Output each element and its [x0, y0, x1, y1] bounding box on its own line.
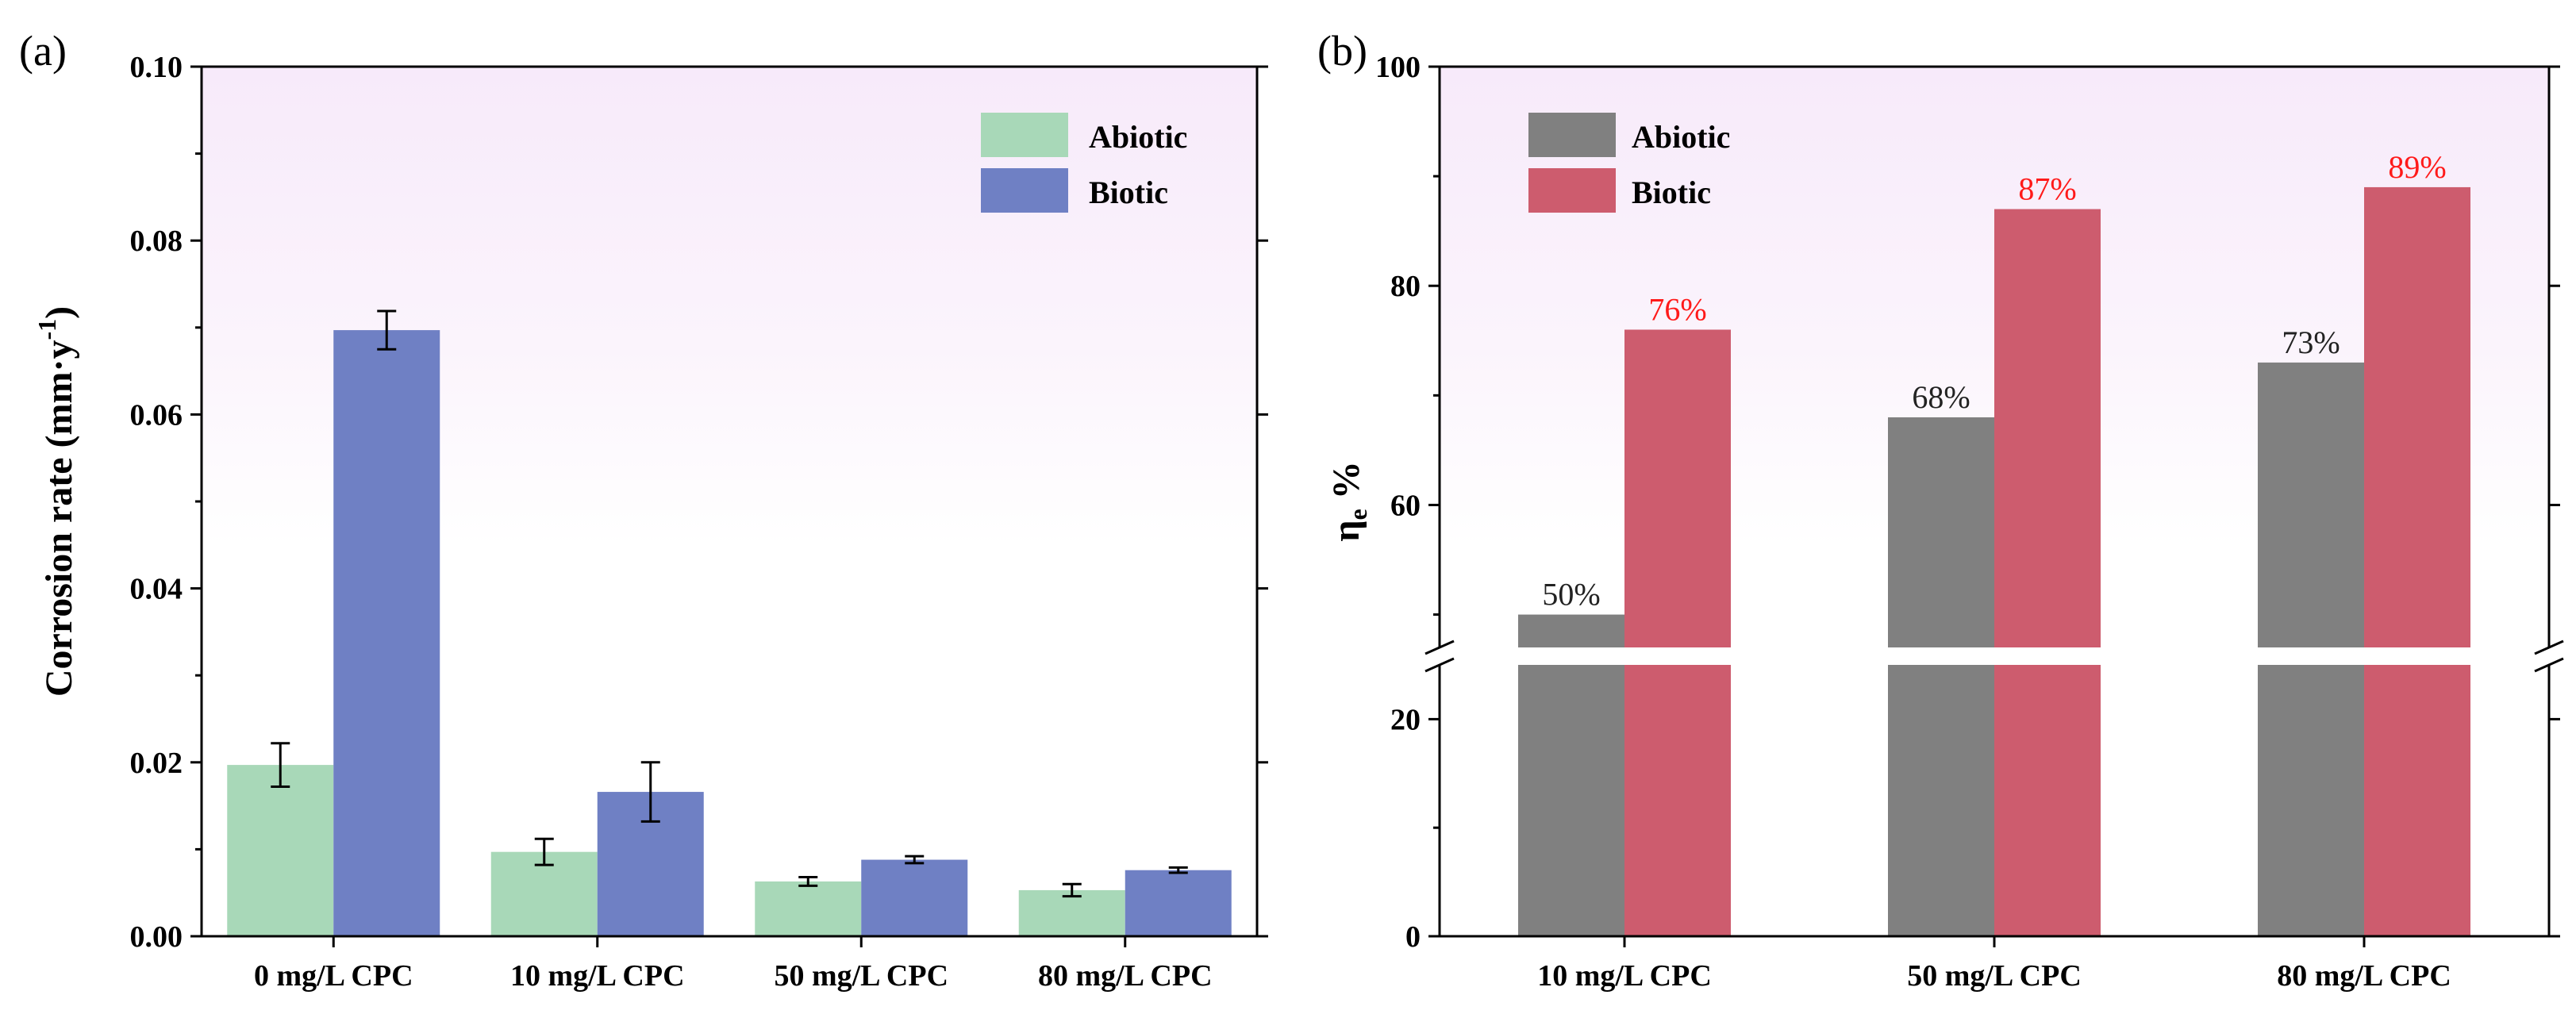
legend-a-abiotic-swatch	[981, 113, 1068, 157]
panel-b-data-label: 76%	[1648, 291, 1706, 327]
legend-a-abiotic-label: Abiotic	[1089, 119, 1187, 155]
panel-b-data-label: 89%	[2388, 149, 2446, 185]
panel-a-legend: Abiotic Biotic	[981, 113, 1187, 213]
panel-b-x-tick-label: 50 mg/L CPC	[1907, 959, 2082, 993]
panel-a: (a) 0.00 0.02 0.04 0.06 0.08 0.10 0 mg/L CPC 1…	[19, 27, 1268, 993]
panel-a-y-axis-label: Corrosion rate (mm·y-1)	[33, 306, 80, 697]
panel-b-data-label: 87%	[2018, 171, 2076, 207]
panel-b-axis-break-gap	[1421, 647, 2563, 665]
panel-a-y-tick-label: 0.00	[130, 920, 183, 954]
panel-b-data-label: 73%	[2282, 325, 2340, 360]
legend-a-biotic-swatch	[981, 168, 1068, 213]
panel-a-y-tick-label: 0.08	[130, 225, 183, 258]
panel-b-data-label: 68%	[1912, 379, 1970, 415]
panel-b-y-tick-label: 80	[1390, 270, 1421, 303]
panel-a-bar-abiotic	[755, 881, 862, 936]
panel-a-x-tick-label: 50 mg/L CPC	[774, 959, 948, 993]
panel-b-label: (b)	[1317, 27, 1367, 75]
panel-b-data-label: 50%	[1542, 577, 1600, 613]
panel-a-bar-biotic	[1125, 870, 1232, 936]
panel-b-break-mark-left-2	[1424, 657, 1455, 673]
panel-a-bar-abiotic	[227, 765, 334, 936]
panel-a-y-tick-label: 0.06	[130, 398, 183, 432]
panel-a-x-tick-label: 0 mg/L CPC	[254, 959, 413, 993]
panel-b-bar-abiotic	[1888, 417, 1994, 936]
panel-b-bar-biotic	[1994, 209, 2101, 936]
panel-b-break-mark-right-2	[2534, 657, 2564, 673]
panel-b-y-tick-label: 0	[1405, 920, 1421, 954]
panel-b-bar-abiotic	[1518, 614, 1624, 936]
panel-a-bar-biotic	[333, 330, 440, 936]
legend-b-biotic-swatch	[1528, 168, 1616, 213]
panel-b-bar-biotic	[1624, 329, 1731, 937]
panel-b-y-tick-label: 100	[1375, 51, 1421, 84]
panel-b: (b) 50% 76% 68% 87% 73% 89% 0 20 60 80 100 10 mg/…	[1317, 27, 2564, 993]
panel-b-legend: Abiotic Biotic	[1528, 113, 1730, 213]
panel-b-y-axis-label: ηe %	[1325, 461, 1372, 541]
panel-b-y-tick-label: 20	[1390, 703, 1421, 736]
panel-b-bar-biotic	[2364, 186, 2470, 936]
panel-a-y-tick-label: 0.04	[130, 573, 183, 606]
legend-a-biotic-label: Biotic	[1089, 175, 1168, 210]
panel-b-x-tick-label: 80 mg/L CPC	[2277, 959, 2451, 993]
panel-b-x-tick-label: 10 mg/L CPC	[1537, 959, 1712, 993]
legend-b-abiotic-label: Abiotic	[1632, 119, 1730, 155]
panel-b-break-mark-right-1	[2534, 640, 2564, 655]
panel-a-y-tick-label: 0.02	[130, 747, 183, 780]
panel-b-break-mark-left-1	[1424, 640, 1455, 655]
panel-a-bar-biotic	[861, 859, 968, 936]
panel-a-label: (a)	[19, 27, 67, 75]
legend-b-abiotic-swatch	[1528, 113, 1616, 157]
panel-a-y-tick-label: 0.10	[130, 51, 183, 84]
panel-a-bar-abiotic	[1018, 889, 1125, 936]
panel-a-x-tick-label: 10 mg/L CPC	[510, 959, 685, 993]
panel-b-y-tick-label: 60	[1390, 489, 1421, 522]
panel-a-x-tick-label: 80 mg/L CPC	[1038, 959, 1213, 993]
legend-b-biotic-label: Biotic	[1632, 175, 1711, 210]
